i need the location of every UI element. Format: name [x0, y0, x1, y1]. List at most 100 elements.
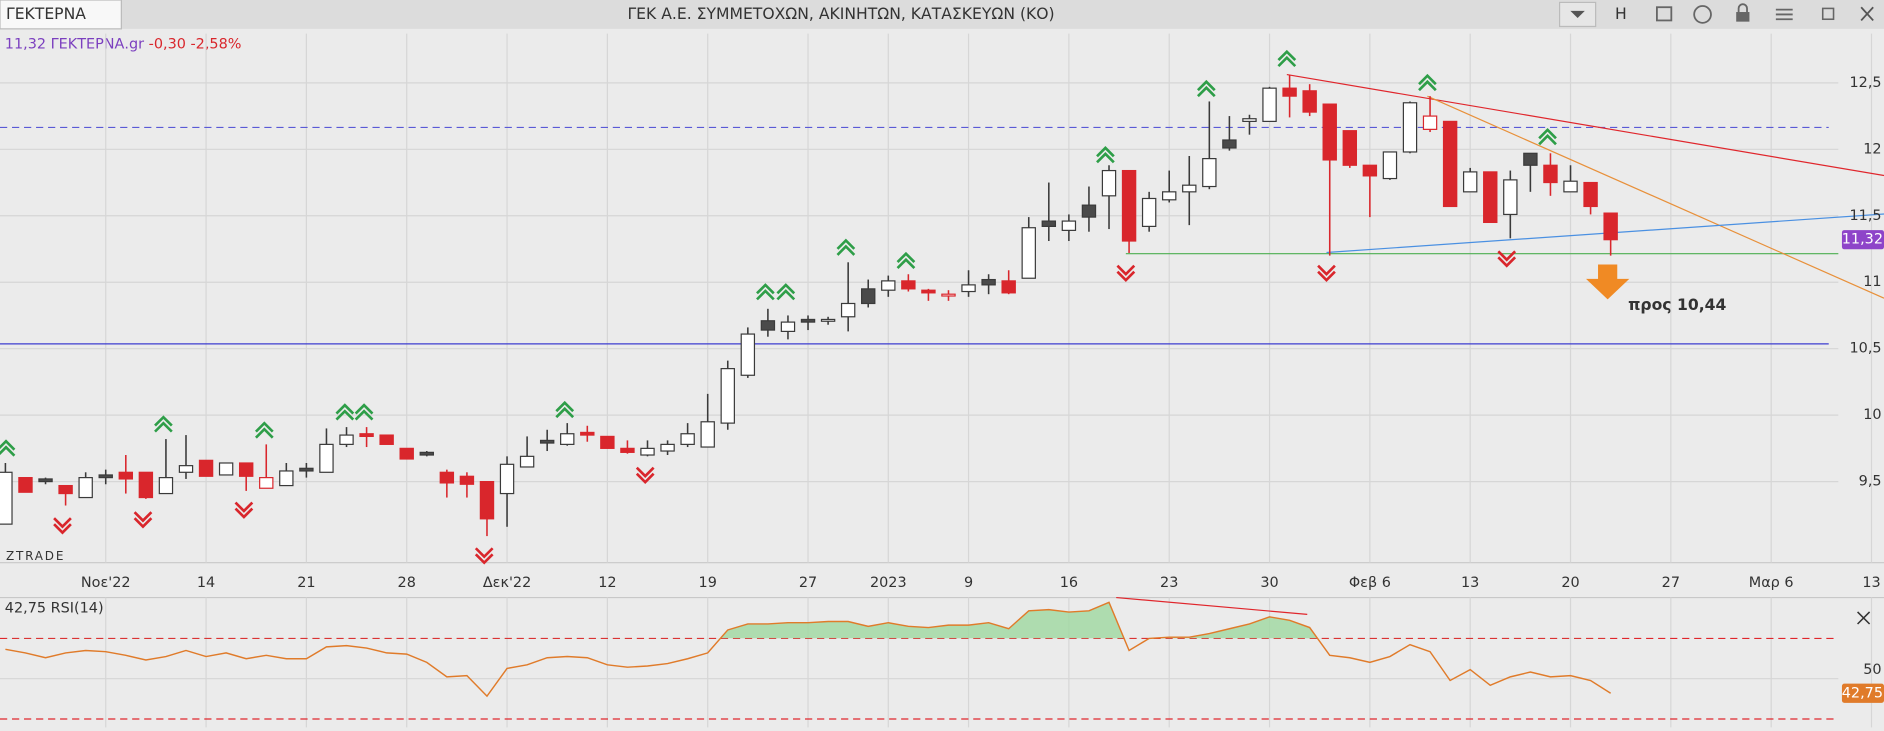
candle-body — [1523, 152, 1538, 166]
h-button[interactable]: H — [1615, 5, 1627, 23]
symbol-name: ΓΕΚΤΕΡΝΑ.gr — [51, 36, 144, 52]
x-tick-label: Νοε'22 — [81, 575, 131, 591]
candle-body — [519, 455, 535, 468]
candle-body — [238, 462, 254, 477]
x-tick-label: 16 — [1060, 575, 1078, 591]
candle-body — [560, 433, 575, 445]
grid-layer — [0, 33, 1873, 728]
buy-signal — [776, 283, 796, 301]
symbol: ΓΕΚΤΕΡΝΑ — [6, 5, 86, 23]
candle-body — [921, 289, 936, 294]
candle-body — [38, 478, 53, 483]
candle-body — [419, 451, 434, 456]
last-price: 11,32 — [5, 36, 46, 52]
x-tick-label: 9 — [964, 575, 973, 591]
candle-body — [680, 433, 695, 445]
candle-body — [800, 318, 816, 323]
candle-body — [780, 321, 796, 333]
candle-body — [961, 284, 976, 293]
candle-body — [1322, 103, 1337, 161]
symbol-box[interactable] — [0, 0, 122, 30]
candle-body — [1001, 280, 1016, 294]
candle-body — [499, 463, 515, 495]
candle-body — [138, 471, 154, 499]
candle-body — [379, 434, 394, 445]
candle-body — [158, 477, 174, 495]
x-tick-label: 20 — [1561, 575, 1579, 591]
candle-body — [1182, 184, 1197, 193]
candle-body — [399, 447, 414, 460]
candle-body — [1362, 164, 1378, 177]
rsi-close-button[interactable] — [1857, 611, 1871, 625]
buy-signal — [896, 251, 916, 270]
restore-button[interactable] — [1821, 7, 1835, 21]
sell-signal — [1497, 250, 1517, 268]
rsi-name: RSI(14) — [51, 600, 104, 616]
candle-body — [580, 431, 595, 436]
target-arrow — [1586, 264, 1630, 300]
candle-body — [1041, 220, 1057, 227]
candle-body — [479, 480, 495, 520]
dropdown-icon — [1570, 10, 1585, 19]
rsi-tag-label: 42,75 — [1842, 685, 1883, 701]
lock-button[interactable] — [1736, 12, 1750, 22]
candle-body — [720, 368, 735, 424]
price-info: 11,32 ΓΕΚΤΕΡΝΑ.gr -0,30 -2,58% — [5, 36, 242, 52]
candle-body — [1302, 90, 1317, 113]
candle-body — [339, 434, 354, 445]
menu-button[interactable] — [1775, 8, 1793, 21]
candle-body — [98, 474, 113, 479]
buy-signal — [1538, 127, 1557, 146]
sell-signal — [635, 466, 655, 484]
x-tick-label: 30 — [1260, 575, 1278, 591]
candle-body — [1563, 180, 1578, 193]
buy-signal — [0, 439, 16, 457]
candle-body — [981, 278, 996, 286]
sell-signal — [53, 517, 72, 535]
y-tick-label: 11 — [1863, 274, 1881, 290]
candle-body — [1101, 169, 1117, 197]
comment-button[interactable] — [1693, 5, 1712, 24]
sell-signal — [474, 547, 494, 565]
candle-body — [1121, 169, 1137, 242]
toolbar-title: ΓΕΚ Α.Ε. ΣΥΜΜΕΤΟΧΩΝ, ΑΚΙΝΗΤΩΝ, ΚΑΤΑΣΚΕΥΩ… — [627, 5, 1054, 23]
candle-body — [1342, 130, 1358, 166]
candle-body — [1262, 87, 1277, 122]
layout-button[interactable] — [1656, 6, 1673, 22]
candle-body — [259, 477, 274, 489]
x-tick-label: 28 — [398, 575, 416, 591]
candle-body — [881, 280, 896, 291]
y-tick-label: 12 — [1863, 141, 1881, 157]
buy-signal — [354, 403, 374, 421]
candle-body — [1021, 227, 1036, 279]
sell-signal — [133, 511, 153, 529]
candle-body — [1422, 115, 1438, 130]
x-tick-label: Φεβ 6 — [1349, 575, 1391, 591]
candle-body — [319, 443, 334, 473]
candle-body — [941, 293, 956, 297]
sell-signal — [1317, 264, 1336, 283]
candle-body — [218, 462, 234, 476]
buy-signal — [335, 403, 355, 421]
candle-body — [279, 470, 294, 487]
buy-signal — [555, 400, 575, 419]
candle-body — [1583, 181, 1598, 208]
x-tick-label: Δεκ'22 — [483, 575, 531, 591]
buy-signal — [1277, 49, 1297, 68]
candle-body — [740, 333, 756, 376]
candle-body — [1483, 171, 1498, 224]
price-tag-label: 11,32 — [1842, 232, 1883, 248]
sell-signal — [1116, 264, 1136, 283]
candle-body — [1141, 197, 1157, 227]
candle-body — [1242, 118, 1257, 122]
candle-body — [18, 477, 33, 493]
candle-body — [118, 471, 134, 480]
buy-signal — [1096, 146, 1115, 164]
x-tick-label: 23 — [1160, 575, 1178, 591]
close-button[interactable] — [1860, 6, 1874, 22]
candle-body — [1081, 204, 1097, 218]
candle-body — [840, 302, 856, 318]
candle-body — [760, 320, 776, 331]
